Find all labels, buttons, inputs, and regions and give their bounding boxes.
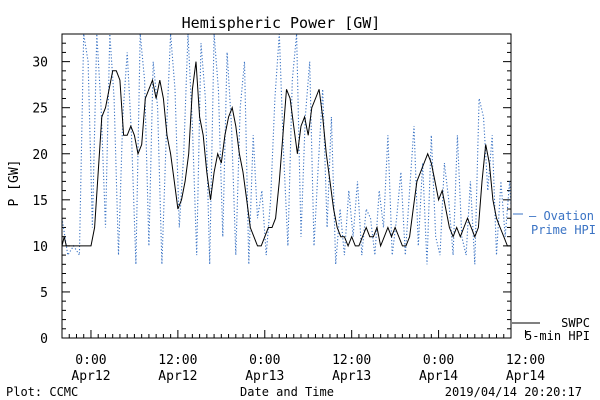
y-tick-label: 10: [32, 240, 48, 255]
legend-ovation-line2: Prime HPI: [531, 223, 596, 237]
chart-title: Hemispheric Power [GW]: [182, 14, 381, 32]
x-axis: 0:00Apr1212:00Apr120:00Apr1312:00Apr130:…: [61, 330, 545, 384]
y-tick-label: 20: [32, 148, 48, 163]
x-tick-time-label: 12:00: [158, 353, 197, 368]
y-tick-label: 15: [32, 194, 48, 209]
y-tick-label: 30: [32, 56, 48, 71]
x-tick-time-label: 12:00: [506, 353, 545, 368]
plot-series: [62, 34, 511, 265]
x-tick-time-label: 12:00: [332, 353, 371, 368]
x-tick-date-label: Apr14: [506, 369, 545, 384]
legend-swpc-line1: SWPC: [561, 316, 590, 330]
x-tick-date-label: Apr12: [158, 369, 197, 384]
plot-frame: [61, 33, 512, 339]
x-tick-time-label: 0:00: [249, 353, 280, 368]
x-tick-time-label: 0:00: [423, 353, 454, 368]
x-tick-date-label: Apr13: [332, 369, 371, 384]
footer-plot-credit: Plot: CCMC: [6, 385, 78, 399]
legend-ovation-line1: — Ovation: [529, 209, 594, 223]
y-axis-label: P [GW]: [7, 160, 22, 207]
y-tick-label: 5: [40, 286, 48, 301]
y-tick-label: 25: [32, 102, 48, 117]
legend-swpc-line2: 5-min HPI: [525, 329, 590, 343]
y-axis: 0 5 10 15 20 25 30: [32, 33, 511, 347]
x-tick-time-label: 0:00: [75, 353, 106, 368]
y-tick-label: 0: [40, 332, 48, 347]
x-tick-date-label: Apr12: [71, 369, 110, 384]
ovation-prime-hpi-line: [62, 34, 511, 265]
x-tick-date-label: Apr14: [419, 369, 458, 384]
swpc-5min-hpi-line: [62, 61, 511, 248]
footer-timestamp: 2019/04/14 20:20:17: [445, 385, 582, 399]
x-axis-label: Date and Time: [240, 385, 334, 399]
x-tick-date-label: Apr13: [245, 369, 284, 384]
